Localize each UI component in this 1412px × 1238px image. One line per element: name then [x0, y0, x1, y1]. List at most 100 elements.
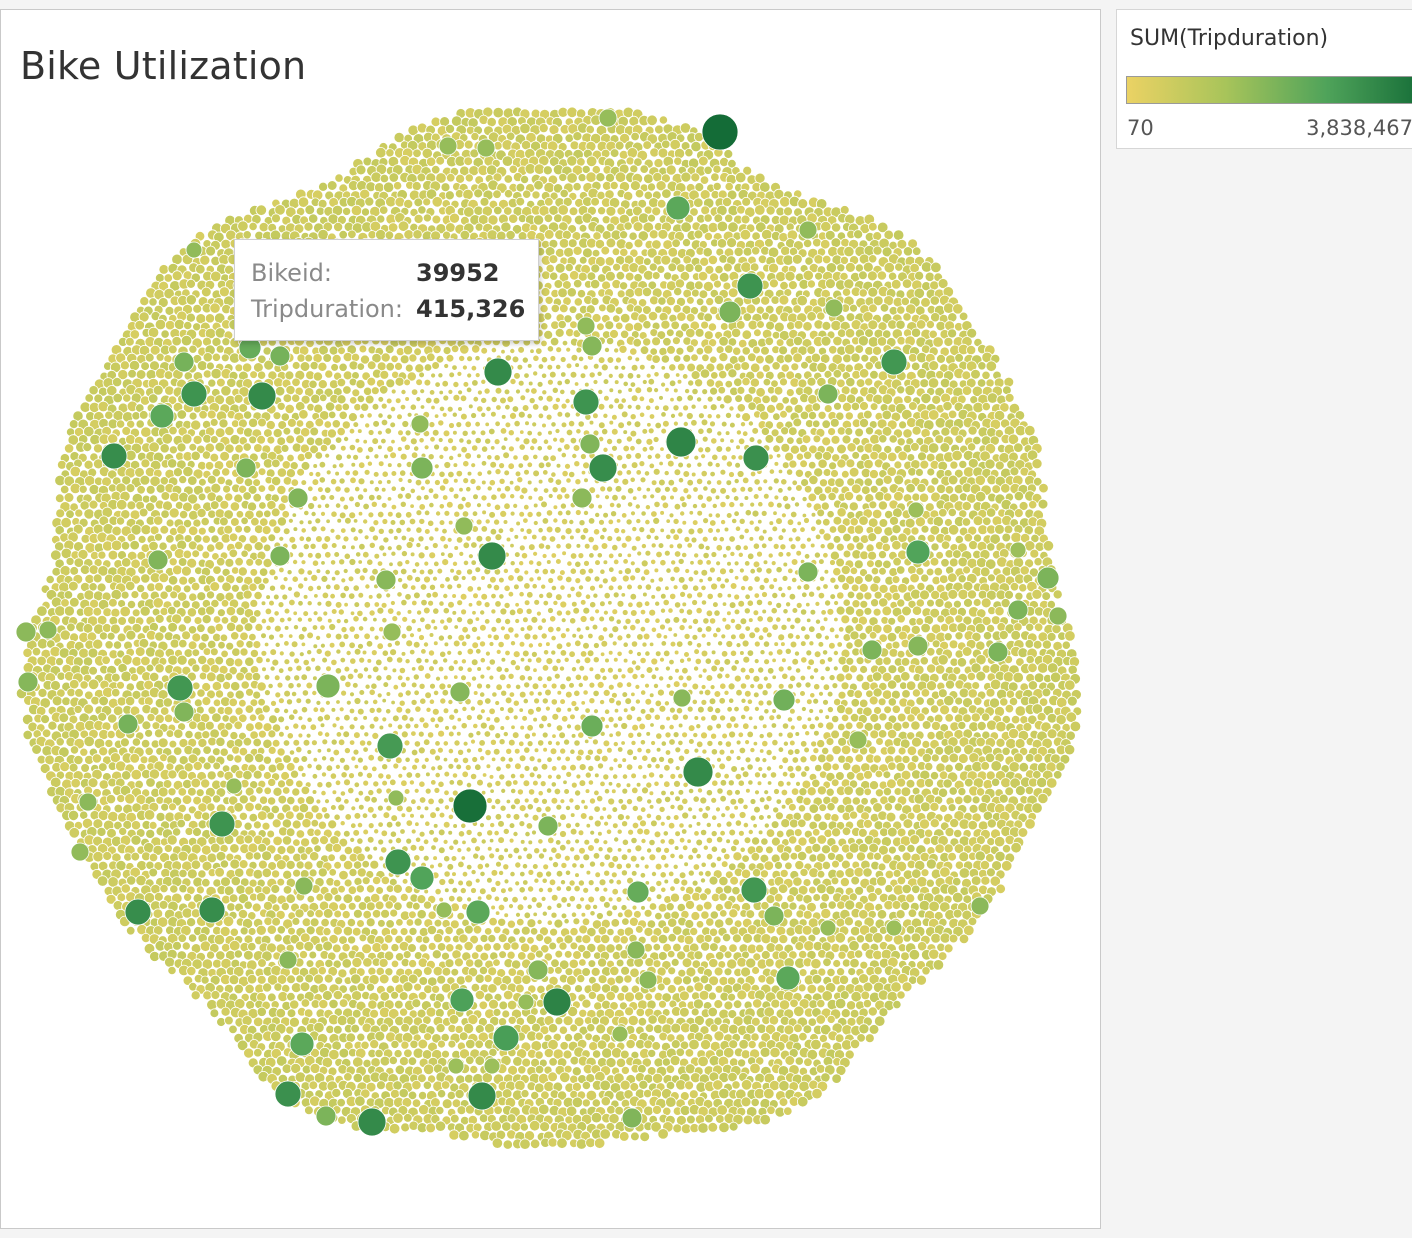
bubble[interactable]: [569, 436, 578, 445]
bubble[interactable]: [121, 426, 132, 436]
bubble[interactable]: [887, 451, 898, 463]
bubble[interactable]: [952, 549, 962, 559]
bubble[interactable]: [475, 534, 484, 543]
bubble[interactable]: [267, 483, 276, 493]
bubble[interactable]: [389, 519, 397, 526]
bubble[interactable]: [324, 551, 332, 559]
bubble[interactable]: [930, 542, 940, 552]
bubble[interactable]: [737, 551, 744, 558]
bubble[interactable]: [826, 541, 835, 551]
bubble[interactable]: [951, 449, 963, 462]
bubble[interactable]: [879, 303, 890, 313]
bubble[interactable]: [729, 438, 735, 444]
bubble[interactable]: [866, 559, 875, 568]
bubble[interactable]: [394, 196, 406, 208]
bubble[interactable]: [626, 147, 639, 159]
bubble[interactable]: [469, 477, 477, 485]
bubble[interactable]: [765, 320, 775, 331]
bubble[interactable]: [855, 378, 866, 388]
bubble[interactable]: [590, 296, 600, 306]
bubble[interactable]: [342, 535, 350, 543]
bubble[interactable]: [753, 525, 761, 533]
bubble[interactable]: [465, 438, 473, 446]
bubble[interactable]: [724, 430, 731, 436]
bubble[interactable]: [569, 370, 578, 379]
bubble[interactable]: [434, 381, 441, 388]
bubble[interactable]: [309, 542, 317, 550]
bubble[interactable]: [911, 425, 922, 436]
bubble[interactable]: [915, 467, 924, 477]
bubble[interactable]: [676, 542, 683, 550]
bubble[interactable]: [45, 574, 55, 585]
bubble[interactable]: [685, 312, 696, 323]
bubble[interactable]: [1042, 540, 1055, 552]
bubble[interactable]: [531, 533, 538, 541]
bubble[interactable]: [427, 487, 435, 494]
bubble[interactable]: [280, 443, 290, 453]
bubble[interactable]: [718, 254, 728, 264]
bubble[interactable]: [498, 576, 505, 584]
bubble[interactable]: [799, 459, 808, 469]
bubble[interactable]: [354, 437, 361, 444]
bubble[interactable]: [276, 484, 287, 495]
bubble[interactable]: [667, 247, 679, 258]
bubble[interactable]: [276, 516, 287, 527]
bubble[interactable]: [926, 467, 936, 477]
bubble[interactable]: [559, 188, 569, 198]
bubble[interactable]: [636, 485, 643, 492]
bubble[interactable]: [537, 478, 544, 485]
bubble[interactable]: [772, 477, 780, 485]
bubble[interactable]: [566, 172, 578, 184]
bubble[interactable]: [818, 558, 825, 565]
bubble[interactable]: [657, 542, 665, 549]
bubble[interactable]: [163, 370, 174, 380]
bubble[interactable]: [615, 518, 622, 524]
bubble[interactable]: [930, 261, 942, 274]
bubble[interactable]: [604, 346, 611, 353]
bubble[interactable]: [706, 413, 713, 420]
bubble[interactable]: [733, 560, 740, 567]
bubble[interactable]: [542, 165, 553, 176]
bubble[interactable]: [614, 140, 625, 151]
bubble[interactable]: [718, 536, 725, 543]
bubble[interactable]: [415, 526, 423, 534]
bubble[interactable]: [785, 388, 795, 398]
bubble[interactable]: [429, 436, 436, 443]
bubble[interactable]: [942, 400, 953, 412]
bubble[interactable]: [158, 572, 170, 584]
bubble[interactable]: [253, 541, 264, 552]
bubble[interactable]: [748, 536, 755, 542]
bubble[interactable]: [761, 394, 771, 405]
bubble[interactable]: [693, 552, 700, 559]
bubble[interactable]: [904, 517, 916, 529]
bubble[interactable]: [540, 322, 549, 331]
bubble[interactable]: [841, 287, 852, 297]
bubble[interactable]: [705, 495, 713, 503]
bubble[interactable]: [808, 474, 819, 485]
bubble[interactable]: [660, 365, 666, 371]
bubble[interactable]: [353, 501, 361, 508]
bubble[interactable]: [333, 551, 341, 558]
bubble[interactable]: [176, 524, 187, 535]
bubble[interactable]: [877, 500, 888, 511]
bubble[interactable]: [135, 419, 145, 429]
bubble[interactable]: [336, 394, 347, 405]
bubble[interactable]: [687, 527, 696, 536]
bubble[interactable]: [544, 543, 552, 551]
bubble[interactable]: [759, 181, 771, 193]
bubble[interactable]: [470, 429, 477, 436]
bubble[interactable]: [401, 420, 410, 428]
bubble[interactable]: [418, 568, 426, 576]
bubble[interactable]: [636, 583, 643, 591]
bubble[interactable]: [443, 509, 451, 517]
bubble[interactable]: [608, 387, 615, 394]
bubble[interactable]: [728, 501, 736, 509]
bubble[interactable]: [532, 214, 545, 226]
bubble[interactable]: [622, 380, 629, 387]
bubble[interactable]: [409, 503, 415, 509]
bubble[interactable]: [580, 469, 587, 476]
bubble[interactable]: [626, 354, 634, 362]
bubble[interactable]: [198, 410, 208, 420]
bubble[interactable]: [564, 397, 571, 404]
bubble[interactable]: [349, 396, 358, 405]
